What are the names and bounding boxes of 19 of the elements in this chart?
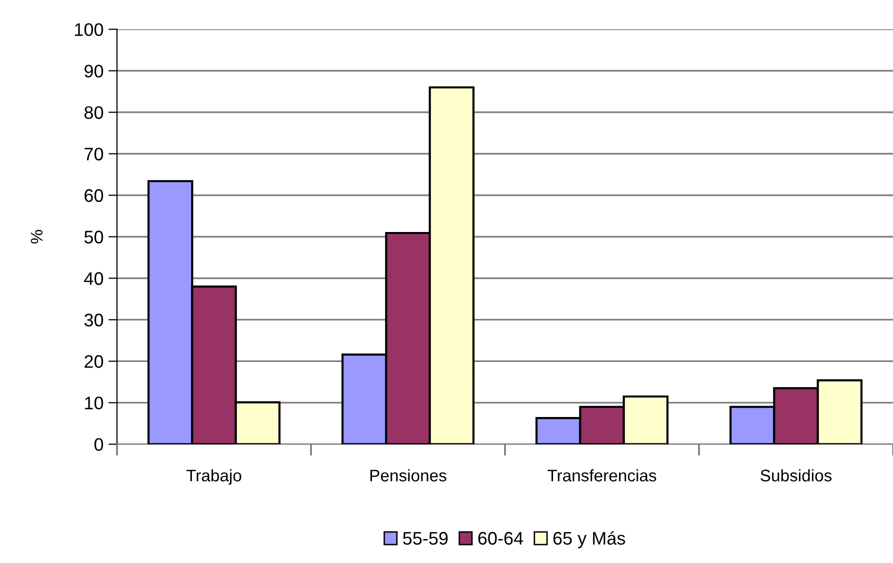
x-tick-label: Pensiones [370, 469, 446, 482]
x-tick-label: Transferencias [548, 469, 656, 482]
y-tick-label: 40 [84, 272, 104, 285]
legend-label: 55-59 [403, 532, 448, 545]
y-tick-label: 30 [84, 314, 104, 326]
y-tick-label: 0 [94, 438, 104, 451]
y-tick-label: 10 [85, 396, 104, 410]
x-tick-label: Subsidios [760, 469, 832, 482]
y-tick-label: 20 [84, 355, 104, 368]
y-tick-label: 60 [84, 189, 104, 202]
y-tick-label: 70 [84, 148, 104, 160]
y-tick-label: 100 [75, 23, 104, 36]
y-tick-label: 50 [84, 230, 104, 244]
x-tick-label: Trabajo [186, 469, 242, 485]
y-axis-title: % [30, 230, 43, 244]
y-tick-label: 80 [84, 106, 104, 119]
y-tick-label: 90 [84, 64, 104, 78]
legend-label: 65 y Más [553, 531, 626, 548]
legend-label: 60-64 [478, 532, 524, 545]
